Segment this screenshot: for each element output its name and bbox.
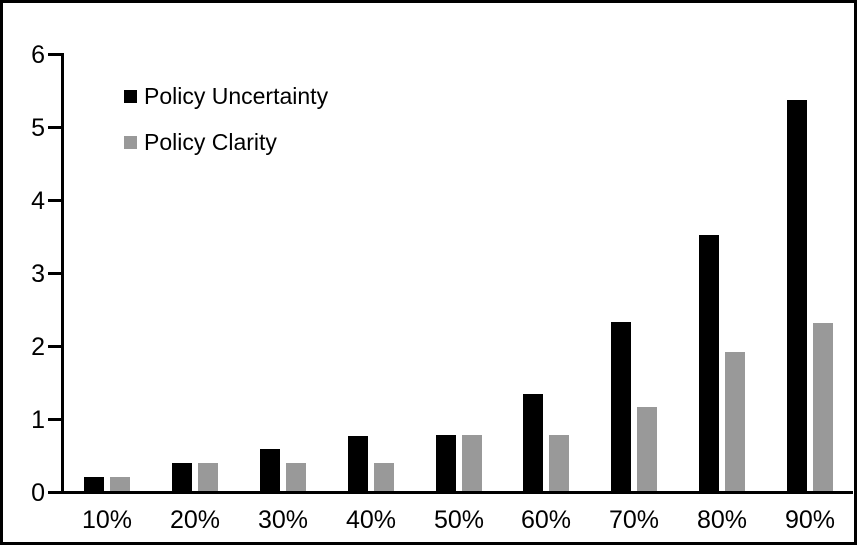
bar-60%-policy-clarity xyxy=(549,435,569,491)
bar-80%-policy-uncertainty xyxy=(699,235,719,491)
y-tick xyxy=(48,53,62,56)
y-tick-label: 2 xyxy=(31,332,45,361)
bar-10%-policy-clarity xyxy=(110,477,130,491)
chart-legend: Policy Uncertainty Policy Clarity xyxy=(124,82,328,174)
y-tick xyxy=(48,345,62,348)
bar-40%-policy-uncertainty xyxy=(348,436,368,491)
bar-80%-policy-clarity xyxy=(725,352,745,491)
bar-50%-policy-uncertainty xyxy=(436,435,456,491)
bar-30%-policy-clarity xyxy=(286,463,306,491)
bar-20%-policy-clarity xyxy=(198,463,218,491)
y-tick xyxy=(48,272,62,275)
legend-label-policy-clarity: Policy Clarity xyxy=(144,128,277,155)
bar-90%-policy-uncertainty xyxy=(787,100,807,491)
legend-swatch-policy-uncertainty xyxy=(124,89,137,103)
y-tick xyxy=(48,418,62,421)
x-axis-label: 60% xyxy=(520,506,572,534)
y-tick-label: 3 xyxy=(31,259,45,288)
legend-swatch-policy-clarity xyxy=(124,135,137,149)
x-axis-label: 80% xyxy=(696,506,748,534)
bar-70%-policy-uncertainty xyxy=(611,322,631,491)
x-axis xyxy=(51,491,853,494)
x-axis-label: 20% xyxy=(169,506,221,534)
bar-60%-policy-uncertainty xyxy=(523,394,543,491)
x-axis-label: 10% xyxy=(81,506,133,534)
bar-70%-policy-clarity xyxy=(637,407,657,491)
bar-30%-policy-uncertainty xyxy=(260,449,280,491)
y-tick-label: 4 xyxy=(31,186,45,215)
y-tick-label: 1 xyxy=(31,405,45,434)
legend-item-policy-uncertainty: Policy Uncertainty xyxy=(124,82,328,110)
y-tick-label: 0 xyxy=(31,478,45,507)
x-axis-label: 90% xyxy=(784,506,836,534)
bar-10%-policy-uncertainty xyxy=(84,477,104,491)
x-axis-label: 70% xyxy=(608,506,660,534)
y-tick xyxy=(48,199,62,202)
bar-90%-policy-clarity xyxy=(813,323,833,491)
y-tick-label: 6 xyxy=(31,40,45,69)
legend-item-policy-clarity: Policy Clarity xyxy=(124,128,328,156)
x-axis-label: 50% xyxy=(433,506,485,534)
y-tick xyxy=(48,126,62,129)
legend-label-policy-uncertainty: Policy Uncertainty xyxy=(144,82,329,109)
bar-20%-policy-uncertainty xyxy=(172,463,192,491)
x-axis-label: 40% xyxy=(345,506,397,534)
x-axis-label: 30% xyxy=(257,506,309,534)
bar-40%-policy-clarity xyxy=(374,463,394,491)
bar-50%-policy-clarity xyxy=(462,435,482,491)
y-axis xyxy=(61,53,64,494)
y-tick-label: 5 xyxy=(31,113,45,142)
